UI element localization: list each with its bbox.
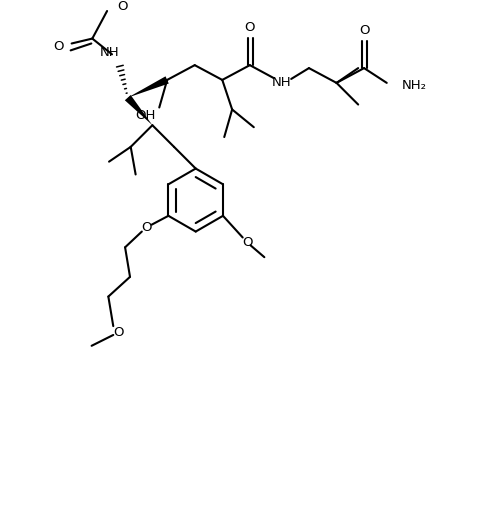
Text: O: O <box>113 326 123 339</box>
Text: O: O <box>117 0 127 13</box>
Text: O: O <box>359 24 369 37</box>
Text: O: O <box>142 221 152 234</box>
Text: NH: NH <box>271 76 291 89</box>
Text: O: O <box>54 40 64 53</box>
Text: OH: OH <box>135 109 156 122</box>
Polygon shape <box>128 76 169 98</box>
Text: O: O <box>242 236 253 249</box>
Text: O: O <box>244 21 255 34</box>
Text: NH: NH <box>100 46 120 59</box>
Text: NH₂: NH₂ <box>402 79 427 93</box>
Polygon shape <box>125 95 152 125</box>
